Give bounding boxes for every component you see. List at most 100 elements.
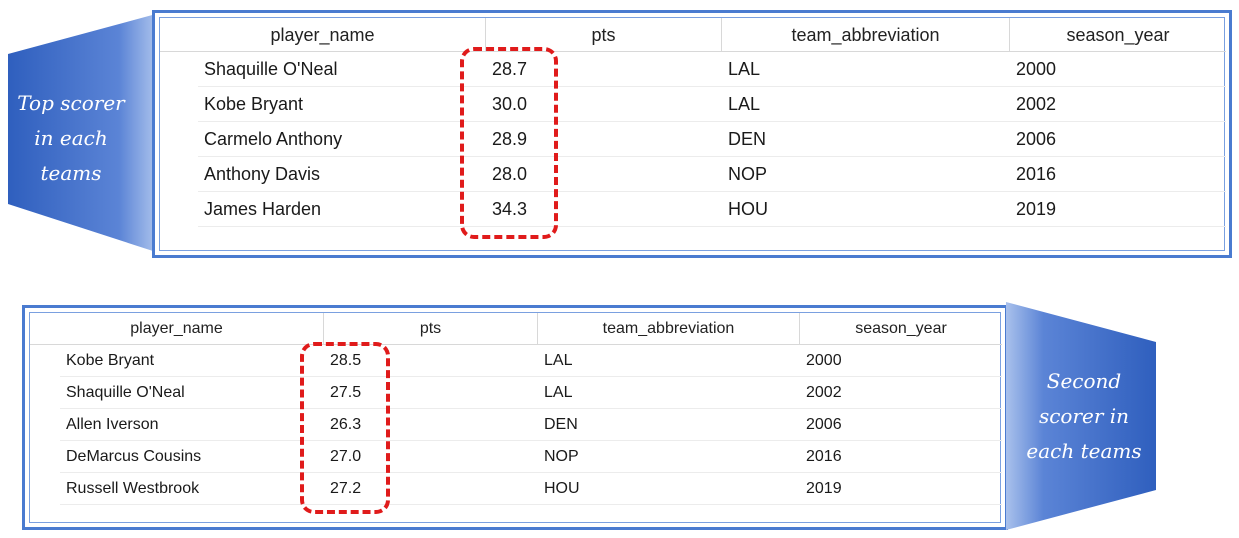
bottom-col-header-pts[interactable]: pts bbox=[324, 313, 538, 345]
top-cell-player-name-text: Anthony Davis bbox=[204, 164, 321, 184]
top-cell-team-abbreviation-text: LAL bbox=[728, 94, 761, 114]
top-cell-pts[interactable]: 28.7 bbox=[486, 52, 722, 87]
top-cell-player-name[interactable]: Kobe Bryant bbox=[198, 87, 486, 122]
bottom-callout-line-2: scorer in bbox=[1038, 404, 1130, 428]
top-table-row[interactable]: Shaquille O'Neal 28.7 LAL 2000 bbox=[160, 52, 1226, 87]
top-cell-team-abbreviation[interactable]: HOU bbox=[722, 192, 1010, 227]
bottom-callout-line-3: each teams bbox=[1026, 439, 1142, 463]
top-cell-pts-text: 30.0 bbox=[492, 94, 528, 114]
bottom-cell-season-year-text: 2006 bbox=[806, 416, 842, 433]
top-cell-player-name-text: James Harden bbox=[204, 199, 322, 219]
bottom-cell-season-year[interactable]: 2002 bbox=[800, 377, 1002, 409]
top-cell-player-name[interactable]: Shaquille O'Neal bbox=[198, 52, 486, 87]
bottom-cell-season-year[interactable]: 2019 bbox=[800, 473, 1002, 505]
top-cell-season-year-text: 2002 bbox=[1016, 94, 1057, 114]
bottom-cell-player-name[interactable]: Kobe Bryant bbox=[60, 345, 324, 377]
top-cell-team-abbreviation[interactable]: LAL bbox=[722, 52, 1010, 87]
top-cell-player-name[interactable]: James Harden bbox=[198, 192, 486, 227]
top-cell-player-name-text: Shaquille O'Neal bbox=[204, 59, 338, 79]
bottom-col-header-season-year[interactable]: season_year bbox=[800, 313, 1002, 345]
top-pts-highlight-box bbox=[460, 47, 558, 239]
bottom-table-row[interactable]: Kobe Bryant 28.5 LAL 2000 bbox=[30, 345, 1002, 377]
bottom-table-frame: player_name pts team_abbreviation season… bbox=[22, 305, 1008, 530]
bottom-cell-player-name-text: Kobe Bryant bbox=[66, 352, 155, 369]
bottom-cell-season-year-text: 2002 bbox=[806, 384, 842, 401]
top-cell-team-abbreviation-text: LAL bbox=[728, 59, 761, 79]
bottom-col-header-team-abbreviation[interactable]: team_abbreviation bbox=[538, 313, 800, 345]
top-cell-pts[interactable]: 34.3 bbox=[486, 192, 722, 227]
top-col-header-player-name[interactable]: player_name bbox=[160, 18, 486, 52]
bottom-cell-team-abbreviation-text: LAL bbox=[544, 384, 573, 401]
top-cell-pts[interactable]: 30.0 bbox=[486, 87, 722, 122]
bottom-cell-team-abbreviation[interactable]: LAL bbox=[538, 345, 800, 377]
top-col-header-pts[interactable]: pts bbox=[486, 18, 722, 52]
bottom-table-inner-frame: player_name pts team_abbreviation season… bbox=[29, 312, 1002, 524]
top-cell-player-name-text: Carmelo Anthony bbox=[204, 129, 343, 149]
top-cell-season-year[interactable]: 2016 bbox=[1010, 157, 1226, 192]
top-cell-season-year-text: 2000 bbox=[1016, 59, 1057, 79]
top-cell-player-name[interactable]: Anthony Davis bbox=[198, 157, 486, 192]
top-callout-text: Top scorer in each teams bbox=[8, 86, 134, 191]
bottom-cell-season-year[interactable]: 2016 bbox=[800, 441, 1002, 473]
bottom-table-row[interactable]: DeMarcus Cousins 27.0 NOP 2016 bbox=[30, 441, 1002, 473]
bottom-cell-team-abbreviation[interactable]: LAL bbox=[538, 377, 800, 409]
bottom-col-header-player-name[interactable]: player_name bbox=[30, 313, 324, 345]
bottom-results-grid[interactable]: player_name pts team_abbreviation season… bbox=[30, 313, 1002, 524]
top-results-grid[interactable]: player_name pts team_abbreviation season… bbox=[160, 18, 1226, 252]
top-cell-season-year[interactable]: 2000 bbox=[1010, 52, 1226, 87]
top-cell-team-abbreviation-text: HOU bbox=[728, 199, 768, 219]
top-cell-team-abbreviation[interactable]: DEN bbox=[722, 122, 1010, 157]
top-table-row[interactable]: Carmelo Anthony 28.9 DEN 2006 bbox=[160, 122, 1226, 157]
top-cell-season-year-text: 2019 bbox=[1016, 199, 1057, 219]
top-table-row[interactable]: Kobe Bryant 30.0 LAL 2002 bbox=[160, 87, 1226, 122]
bottom-cell-team-abbreviation[interactable]: NOP bbox=[538, 441, 800, 473]
top-cell-pts-text: 28.9 bbox=[492, 129, 528, 149]
top-callout-line-2: in each bbox=[34, 126, 108, 150]
top-cell-season-year[interactable]: 2002 bbox=[1010, 87, 1226, 122]
bottom-cell-pts[interactable]: 27.2 bbox=[324, 473, 538, 505]
top-table-inner-frame: player_name pts team_abbreviation season… bbox=[159, 17, 1226, 252]
top-cell-player-name-text: Kobe Bryant bbox=[204, 94, 304, 114]
top-cell-season-year[interactable]: 2019 bbox=[1010, 192, 1226, 227]
top-cell-team-abbreviation[interactable]: LAL bbox=[722, 87, 1010, 122]
bottom-cell-pts[interactable]: 27.0 bbox=[324, 441, 538, 473]
bottom-callout-banner: Second scorer in each teams bbox=[1006, 302, 1156, 530]
top-cell-pts-text: 28.0 bbox=[492, 164, 528, 184]
bottom-cell-season-year-text: 2016 bbox=[806, 448, 842, 465]
bottom-cell-team-abbreviation[interactable]: DEN bbox=[538, 409, 800, 441]
bottom-cell-player-name[interactable]: Shaquille O'Neal bbox=[60, 377, 324, 409]
top-col-header-season-year[interactable]: season_year bbox=[1010, 18, 1226, 52]
bottom-cell-player-name[interactable]: Allen Iverson bbox=[60, 409, 324, 441]
top-cell-season-year-text: 2016 bbox=[1016, 164, 1057, 184]
bottom-cell-season-year-text: 2019 bbox=[806, 480, 842, 497]
bottom-table-row[interactable]: Allen Iverson 26.3 DEN 2006 bbox=[30, 409, 1002, 441]
top-table-row[interactable]: Anthony Davis 28.0 NOP 2016 bbox=[160, 157, 1226, 192]
bottom-cell-pts[interactable]: 28.5 bbox=[324, 345, 538, 377]
top-cell-pts-text: 34.3 bbox=[492, 199, 528, 219]
bottom-cell-player-name-text: Shaquille O'Neal bbox=[66, 384, 185, 401]
bottom-cell-pts[interactable]: 26.3 bbox=[324, 409, 538, 441]
top-cell-pts[interactable]: 28.9 bbox=[486, 122, 722, 157]
bottom-cell-season-year[interactable]: 2006 bbox=[800, 409, 1002, 441]
top-col-header-team-abbreviation[interactable]: team_abbreviation bbox=[722, 18, 1010, 52]
top-cell-pts[interactable]: 28.0 bbox=[486, 157, 722, 192]
bottom-cell-pts-text: 26.3 bbox=[330, 416, 362, 433]
top-callout-line-1: Top scorer bbox=[17, 91, 125, 115]
bottom-cell-pts-text: 27.5 bbox=[330, 384, 362, 401]
bottom-cell-season-year[interactable]: 2000 bbox=[800, 345, 1002, 377]
bottom-cell-player-name[interactable]: Russell Westbrook bbox=[60, 473, 324, 505]
bottom-cell-team-abbreviation[interactable]: HOU bbox=[538, 473, 800, 505]
top-callout-shape bbox=[8, 14, 156, 252]
top-cell-player-name[interactable]: Carmelo Anthony bbox=[198, 122, 486, 157]
top-table-row[interactable]: James Harden 34.3 HOU 2019 bbox=[160, 192, 1226, 227]
bottom-cell-season-year-text: 2000 bbox=[806, 352, 842, 369]
bottom-cell-player-name-text: Russell Westbrook bbox=[66, 480, 200, 497]
bottom-cell-player-name[interactable]: DeMarcus Cousins bbox=[60, 441, 324, 473]
top-cell-season-year-text: 2006 bbox=[1016, 129, 1057, 149]
bottom-cell-pts[interactable]: 27.5 bbox=[324, 377, 538, 409]
bottom-cell-team-abbreviation-text: HOU bbox=[544, 480, 580, 497]
bottom-table-row[interactable]: Shaquille O'Neal 27.5 LAL 2002 bbox=[30, 377, 1002, 409]
bottom-table-row[interactable]: Russell Westbrook 27.2 HOU 2019 bbox=[30, 473, 1002, 505]
top-cell-season-year[interactable]: 2006 bbox=[1010, 122, 1226, 157]
top-cell-team-abbreviation[interactable]: NOP bbox=[722, 157, 1010, 192]
